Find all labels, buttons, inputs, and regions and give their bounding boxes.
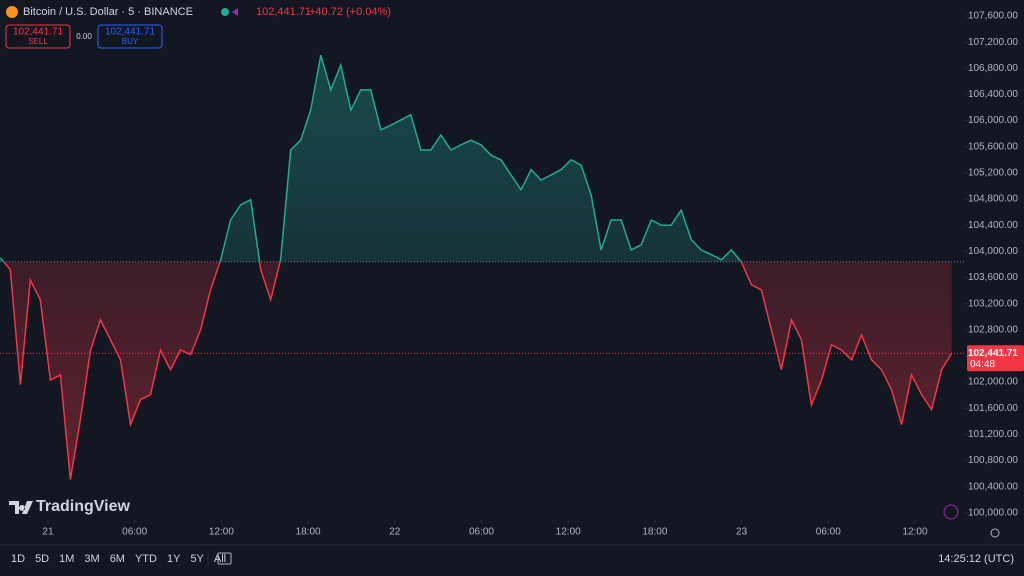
price-line-below	[2, 261, 953, 480]
y-tick-label: 106,400.00	[968, 89, 1018, 100]
area-above	[0, 55, 742, 262]
range-button[interactable]: 1M	[59, 553, 74, 565]
last-price: 102,441.71	[256, 6, 311, 18]
settings-icon[interactable]	[990, 528, 1000, 538]
y-tick-label: 105,600.00	[968, 141, 1018, 152]
x-tick-label: 23	[736, 527, 748, 538]
y-tick-label: 100,400.00	[968, 481, 1018, 492]
x-tick-label: 06:00	[469, 527, 494, 538]
buy-price: 102,441.71	[105, 27, 155, 38]
y-tick-label: 104,400.00	[968, 220, 1018, 231]
x-tick-label: 21	[42, 527, 54, 538]
last-price-tag	[967, 345, 1024, 372]
x-tick-label: 06:00	[122, 527, 147, 538]
y-tick-label: 105,200.00	[968, 168, 1018, 179]
range-button[interactable]: All	[214, 553, 226, 565]
y-tick-label: 100,800.00	[968, 455, 1018, 466]
y-tick-label: 104,800.00	[968, 194, 1018, 205]
market-status	[221, 8, 229, 16]
y-tick-label: 101,600.00	[968, 403, 1018, 414]
buy-button[interactable]	[97, 24, 163, 49]
range-button[interactable]: YTD	[135, 553, 157, 565]
x-tick-label: 18:00	[642, 527, 667, 538]
y-tick-label: 101,200.00	[968, 429, 1018, 440]
logo-text: TradingView	[36, 498, 131, 515]
x-tick-label: 06:00	[816, 527, 841, 538]
buy-label: BUY	[122, 37, 139, 46]
last-price-label: 102,441.71	[968, 348, 1018, 359]
x-tick-label: 12:00	[902, 527, 927, 538]
x-tick-label: 22	[389, 527, 401, 538]
range-button[interactable]: 5D	[35, 553, 49, 565]
y-tick-label: 107,200.00	[968, 37, 1018, 48]
y-tick-label: 102,800.00	[968, 324, 1018, 335]
y-tick-label: 106,800.00	[968, 63, 1018, 74]
y-tick-label: 104,000.00	[968, 246, 1018, 257]
range-button[interactable]: 3M	[84, 553, 99, 565]
range-button[interactable]: 1Y	[167, 553, 181, 565]
symbol-icon	[6, 6, 18, 18]
x-tick-label: 18:00	[296, 527, 321, 538]
symbol-title[interactable]: Bitcoin / U.S. Dollar · 5 · BINANCE	[23, 6, 193, 18]
area-below	[0, 261, 952, 480]
range-button[interactable]: 5Y	[190, 553, 204, 565]
plot-area	[0, 54, 965, 480]
sell-price: 102,441.71	[13, 27, 63, 38]
y-tick-label: 102,000.00	[968, 377, 1018, 388]
countdown: 04:48	[970, 359, 995, 370]
y-tick-label: 106,000.00	[968, 115, 1018, 126]
price-change: +40.72 (+0.04%)	[309, 6, 391, 18]
sell-button[interactable]	[5, 24, 71, 49]
date-range-icon[interactable]	[217, 552, 232, 565]
range-button[interactable]: 1D	[11, 553, 25, 565]
y-tick-label: 103,200.00	[968, 298, 1018, 309]
clock[interactable]: 14:25:12 (UTC)	[938, 553, 1014, 565]
x-tick-label: 12:00	[556, 527, 581, 538]
logo-mark	[9, 501, 33, 514]
y-tick-label: 107,600.00	[968, 11, 1018, 22]
axes: 100,000.00 100,400.00 100,800.00 101,200.00…	[42, 11, 1024, 538]
range-button[interactable]: 6M	[110, 553, 125, 565]
indicator-icon[interactable]	[232, 8, 238, 16]
sell-label: SELL	[28, 37, 48, 46]
spread: 0.00	[76, 32, 92, 41]
replay-icon[interactable]	[943, 504, 959, 520]
y-tick-label: 100,000.00	[968, 507, 1018, 518]
range-buttons: 1D 5D 1M 3M 6M YTD 1Y 5Y All	[11, 553, 226, 565]
price-line-above	[0, 54, 743, 262]
x-tick-label: 12:00	[209, 527, 234, 538]
y-tick-label: 103,600.00	[968, 272, 1018, 283]
